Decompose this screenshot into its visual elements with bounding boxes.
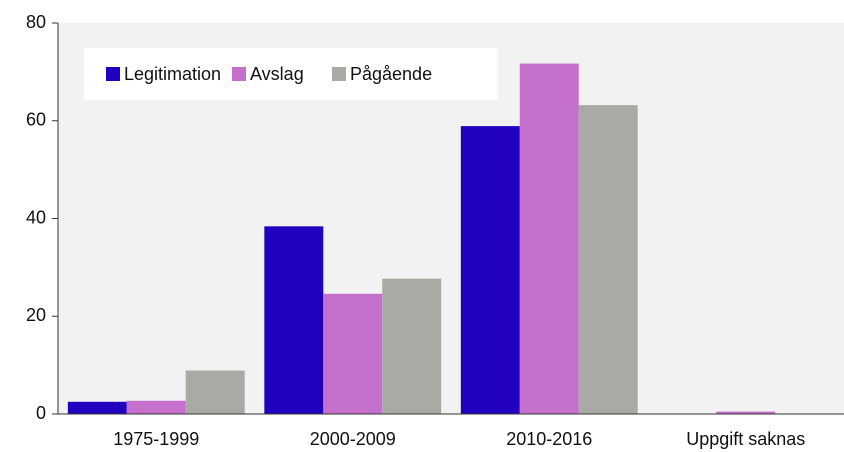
x-tick-label: 2000-2009 bbox=[310, 429, 396, 449]
bar bbox=[716, 411, 776, 414]
y-tick-label: 60 bbox=[26, 110, 46, 130]
legend-label: Pågående bbox=[350, 64, 432, 84]
legend-swatch bbox=[232, 67, 246, 81]
bar bbox=[264, 226, 324, 414]
bar bbox=[185, 370, 245, 414]
bar bbox=[126, 400, 186, 414]
legend-label: Legitimation bbox=[124, 64, 221, 84]
y-tick-label: 80 bbox=[26, 12, 46, 32]
y-tick-label: 40 bbox=[26, 207, 46, 227]
bar bbox=[460, 126, 520, 414]
legend-label: Avslag bbox=[250, 64, 304, 84]
y-tick-label: 20 bbox=[26, 305, 46, 325]
y-tick-label: 0 bbox=[36, 403, 46, 423]
bar bbox=[67, 401, 127, 414]
bar bbox=[382, 278, 442, 414]
legend-swatch bbox=[332, 67, 346, 81]
bar bbox=[519, 63, 579, 414]
legend-swatch bbox=[106, 67, 120, 81]
x-tick-label: Uppgift saknas bbox=[686, 429, 805, 449]
bar bbox=[323, 293, 383, 414]
x-tick-label: 2010-2016 bbox=[506, 429, 592, 449]
x-tick-label: 1975-1999 bbox=[113, 429, 199, 449]
legend-box bbox=[84, 48, 498, 100]
bar bbox=[578, 105, 638, 415]
